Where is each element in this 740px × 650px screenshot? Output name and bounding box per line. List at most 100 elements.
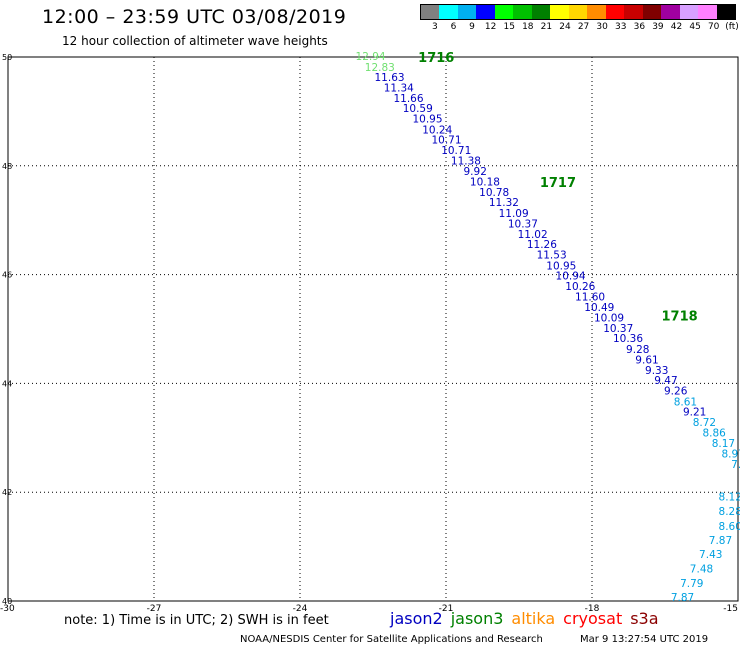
wave-height-label: 11.02 — [518, 229, 548, 241]
wave-height-label: 11.34 — [384, 82, 414, 94]
wave-height-label: 10.37 — [603, 323, 633, 335]
color-scale-label: 39 — [652, 22, 664, 32]
wave-height-label: 11.63 — [375, 72, 405, 84]
color-scale: 3 6 9 12 15 18 21 24 27 30 33 36 39 42 45 70 (ft) — [420, 4, 739, 34]
color-scale-label: 42 — [670, 22, 683, 32]
wave-height-label: 11.38 — [451, 155, 481, 167]
wave-height-label: 12.83 — [365, 62, 395, 74]
color-scale-label: 21 — [540, 22, 553, 32]
wave-height-label: 10.09 — [594, 313, 624, 325]
wave-height-label: 11.09 — [499, 208, 529, 220]
wave-height-label: 8.61 — [674, 396, 697, 408]
color-scale-label: 3 — [431, 22, 438, 32]
wave-height-label: 8.17 — [712, 438, 735, 450]
wave-height-label: 7.95 — [731, 459, 740, 471]
wave-height-label: 10.36 — [613, 333, 643, 345]
wave-height-label: 7.87 — [709, 535, 732, 547]
wave-height-label: 10.78 — [479, 187, 509, 199]
color-scale-label: 12 — [484, 22, 497, 32]
color-scale-label: 36 — [633, 22, 646, 32]
color-scale-label: 6 — [450, 22, 457, 32]
color-scale-labels: 3 6 9 12 15 18 21 24 27 30 33 36 39 42 45 70 (ft) — [420, 20, 739, 34]
color-scale-swatch — [698, 5, 717, 19]
wave-height-label: 8.60 — [719, 521, 740, 533]
color-scale-swatch — [494, 5, 514, 19]
color-scale-label: 18 — [522, 22, 534, 32]
color-scale-label: 70 — [707, 22, 720, 32]
wave-height-label: 11.60 — [575, 291, 605, 303]
map-frame — [7, 56, 739, 602]
wave-height-label: 10.49 — [584, 302, 614, 314]
wave-height-label: 11.66 — [393, 93, 423, 105]
wave-height-label: 9.26 — [664, 385, 688, 397]
legend-entry: s3a — [630, 609, 659, 628]
pass-time-label: 1718 — [662, 309, 698, 324]
color-scale-swatch — [513, 5, 532, 19]
wave-height-label: 9.47 — [654, 375, 677, 387]
color-scale-label: 27 — [577, 22, 590, 32]
color-scale-swatch — [587, 5, 606, 19]
color-scale-swatch — [624, 5, 643, 19]
wave-height-label: 10.94 — [556, 271, 586, 283]
footer-timestamp: Mar 9 13:27:54 UTC 2019 — [580, 634, 709, 645]
wave-height-label: 8.72 — [693, 417, 716, 429]
y-tick-label: 46 — [2, 271, 12, 280]
x-tick-label: -21 — [439, 604, 454, 614]
color-scale-swatch — [421, 5, 440, 19]
wave-height-label: 9.21 — [683, 407, 706, 419]
wave-height-label: 10.71 — [431, 135, 461, 147]
legend-entry: cryosat — [563, 609, 623, 628]
color-scale-swatch — [679, 5, 699, 19]
x-tick-label: -27 — [147, 604, 162, 614]
x-tick-label: -18 — [585, 604, 600, 614]
wave-height-label: 8.86 — [702, 427, 726, 439]
footer-credit: NOAA/NESDIS Center for Satellite Applica… — [240, 634, 543, 645]
pass-time-label: 1716 — [418, 51, 454, 66]
y-tick-label: 48 — [2, 162, 12, 171]
wave-height-label: 10.37 — [508, 218, 538, 230]
wave-height-label: 11.26 — [527, 239, 557, 251]
x-tick-label: -30 — [0, 604, 15, 614]
color-scale-swatch — [661, 5, 680, 19]
color-scale-swatch — [476, 5, 495, 19]
wave-height-label: 7.79 — [680, 578, 703, 590]
y-tick-label: 40 — [2, 597, 12, 606]
wave-height-label: 9.33 — [645, 365, 668, 377]
wave-height-label: 10.26 — [565, 281, 595, 293]
wave-height-label: 11.53 — [537, 249, 567, 261]
wave-height-label: 10.71 — [441, 145, 471, 157]
wave-height-label: 7.87 — [671, 592, 694, 604]
wave-height-label: 10.59 — [403, 103, 433, 115]
wave-height-label: 10.18 — [470, 177, 500, 189]
wave-height-label: 7.48 — [690, 563, 713, 575]
color-scale-swatch — [716, 5, 735, 19]
color-scale-swatch — [568, 5, 588, 19]
x-tick-label: -15 — [723, 604, 738, 614]
wave-height-label: 8.28 — [719, 506, 740, 518]
color-scale-swatch — [550, 5, 569, 19]
y-tick-label: 50 — [2, 53, 12, 62]
color-scale-swatch — [439, 5, 458, 19]
wave-height-label: 10.95 — [412, 113, 442, 125]
color-scale-swatch — [642, 5, 662, 19]
color-scale-bar — [420, 4, 736, 20]
color-scale-label: 45 — [689, 22, 701, 32]
color-scale-swatch — [457, 5, 477, 19]
color-scale-unit: (ft) — [725, 22, 739, 32]
wave-height-label: 9.61 — [635, 354, 658, 366]
wave-height-label: 12.94 — [356, 51, 386, 63]
y-tick-label: 44 — [2, 379, 12, 388]
color-scale-label: 24 — [559, 22, 571, 32]
color-scale-label: 9 — [469, 22, 475, 32]
wave-height-label: 8.12 — [719, 492, 740, 504]
page-title: 12:00 – 23:59 UTC 03/08/2019 — [42, 6, 347, 28]
legend-entry: altika — [511, 609, 556, 628]
legend-entry: jason2 — [390, 609, 443, 628]
pass-time-label: 1717 — [540, 176, 576, 191]
y-tick-label: 42 — [2, 488, 12, 497]
color-scale-swatch — [605, 5, 625, 19]
x-tick-label: -24 — [293, 604, 308, 614]
color-scale-label: 15 — [503, 22, 515, 32]
legend-entry: jason3 — [450, 609, 504, 628]
